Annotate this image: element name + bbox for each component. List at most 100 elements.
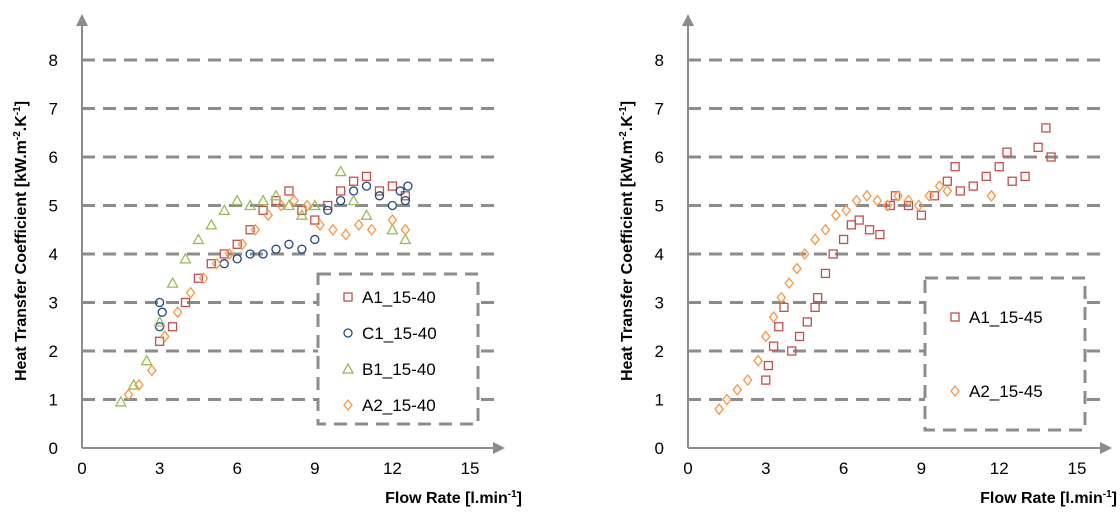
data-point [903,194,914,207]
data-point [308,199,321,211]
data-point [323,205,333,216]
data-point [841,204,852,217]
data-point [250,223,261,236]
data-point [387,181,398,191]
data-point [968,181,978,191]
y-tick-label: 6 [49,148,58,167]
x-tick-label: 0 [683,459,692,478]
data-point [185,286,196,299]
data-point [934,180,945,193]
legend-label: A2_15-45 [969,382,1043,401]
legend-label: A1_15-45 [969,308,1043,327]
y-tick-label: 4 [49,245,58,264]
data-point [114,395,127,407]
data-point [219,259,229,269]
data-point [942,184,953,197]
legend-label: C1_15-40 [362,324,437,343]
data-point [180,297,191,308]
data-point [784,277,794,290]
y-tick-label: 1 [655,391,664,410]
data-point [794,331,805,342]
x-axis-arrow [493,442,505,454]
x-tick-label: 12 [383,459,402,478]
legend-marker [950,384,960,398]
data-point [157,307,167,317]
data-point [232,254,242,264]
data-point [768,311,779,324]
data-point [1046,152,1056,162]
data-point [913,199,924,212]
y-tick-label: 3 [655,294,664,313]
data-point [820,268,831,279]
data-point [994,162,1004,172]
data-point [140,354,153,366]
data-point [310,215,320,225]
data-point [237,238,248,251]
data-point [353,218,364,231]
x-tick-label: 6 [232,459,241,478]
y-tick-label: 7 [655,100,664,119]
data-point [875,229,885,240]
data-point [315,218,325,231]
data-point [232,239,242,249]
data-point [271,244,281,254]
data-point [820,223,831,236]
data-point [929,191,940,201]
data-point [760,330,771,343]
data-point [323,200,333,211]
y-tick-label: 8 [655,51,664,70]
data-point [297,244,307,254]
legend-marker [343,398,353,412]
data-point [334,165,347,177]
legend-marker [341,362,355,374]
data-point [154,297,165,308]
y-tick-label: 6 [655,148,664,167]
data-point [1033,142,1043,152]
data-point [348,186,359,196]
data-point [282,199,296,211]
data-point [1020,171,1030,182]
data-point [263,209,274,222]
y-axis-label: Heat Transfer Coefficient [kW.m-2.K-1] [618,101,636,381]
data-point [295,208,308,220]
data-point [256,194,270,206]
data-point [211,257,222,270]
data-point [903,200,914,211]
series-C1_15-40 [154,181,413,332]
y-tick-label: 2 [655,342,664,361]
data-point [153,315,166,327]
y-tick-label: 3 [49,294,58,313]
data-point [347,194,360,206]
data-point [192,233,205,245]
data-point [890,191,901,201]
y-tick-label: 5 [49,197,58,216]
data-point [1041,123,1051,133]
data-point [981,171,991,182]
data-point [341,228,351,241]
x-tick-label: 3 [155,459,164,478]
y-tick-label: 1 [49,391,58,410]
series-A2_15-40 [123,194,411,401]
data-point [361,181,372,191]
x-tick-label: 15 [1068,459,1087,478]
data-point [387,200,398,211]
data-point [403,181,413,191]
data-point [198,272,209,285]
data-point [245,225,255,235]
data-point [854,215,864,225]
data-point [792,262,802,275]
data-point [271,195,281,206]
data-point [851,194,862,207]
y-tick-label: 0 [655,439,664,458]
data-point [245,249,255,259]
data-point [219,249,229,259]
data-point [810,233,820,246]
data-point [1007,176,1017,186]
data-point [722,393,732,406]
data-point [166,276,179,288]
data-point [955,186,965,196]
x-tick-label: 3 [761,459,770,478]
